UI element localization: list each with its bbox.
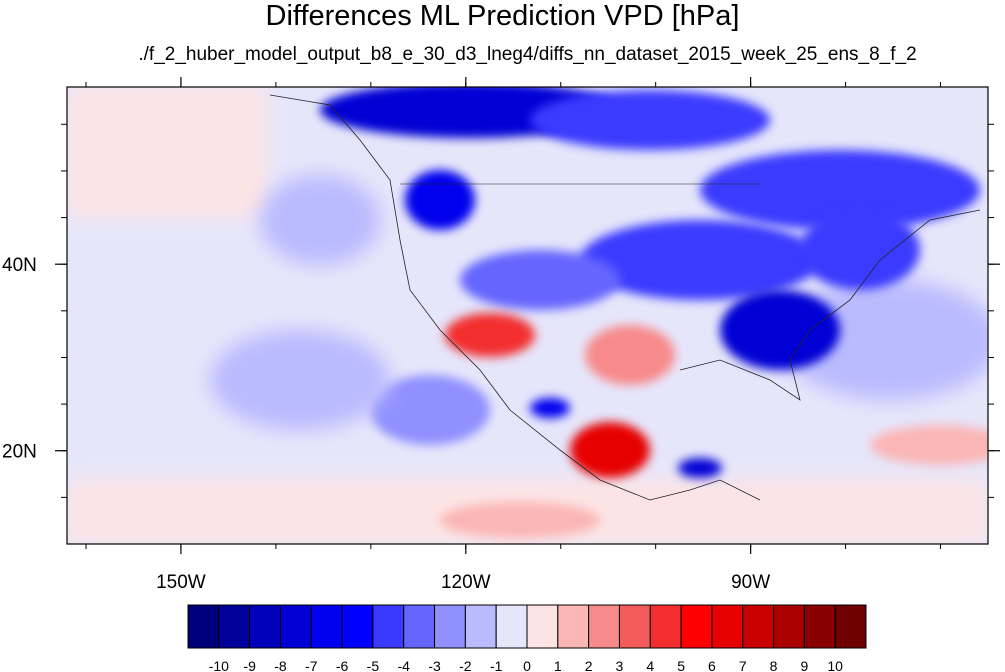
colorbar-label: 2 <box>585 658 593 672</box>
field-texas-red <box>585 325 675 385</box>
field-yucatan-blue <box>678 458 722 478</box>
field-southeast-blue <box>720 290 840 370</box>
colorbar-label: 3 <box>616 658 624 672</box>
field-midwest-blue <box>580 220 820 300</box>
west-coastline <box>269 94 761 501</box>
field-pnw-blue <box>405 170 475 230</box>
colorbar-swatch <box>773 604 805 649</box>
colorbar-label: 7 <box>739 658 747 672</box>
colorbar-swatch <box>711 604 744 649</box>
lon-tick-label: 150W <box>156 572 206 593</box>
colorbar-swatch <box>372 604 405 649</box>
map-frame <box>66 86 989 545</box>
colorbar-swatch <box>803 604 836 649</box>
field-canada-blue-2 <box>530 90 770 150</box>
colorbar-swatch <box>249 604 281 649</box>
colorbar-label: -9 <box>243 658 256 672</box>
colorbar-swatch <box>187 604 220 649</box>
field-baja-blue <box>530 398 570 418</box>
colorbar: -10 -9 -8 -7 -6 -5 -4 -3 -2 -1 0 1 2 3 4 5 6 7 8 9 10 <box>187 604 867 672</box>
colorbar-swatch <box>742 604 775 649</box>
lon-tick-label: 90W <box>731 572 770 593</box>
colorbar-swatch <box>279 604 312 649</box>
colorbar-label: 5 <box>677 658 685 672</box>
colorbar-swatch <box>834 604 867 649</box>
field-atlantic-blue <box>780 280 988 400</box>
colorbar-label: -3 <box>428 658 441 672</box>
field-east-pink <box>870 425 988 465</box>
field-southwest-red <box>445 313 535 357</box>
east-coastline <box>679 209 981 401</box>
field-northwest-pink <box>67 87 267 217</box>
colorbar-swatch <box>495 604 528 649</box>
colorbar-label: 8 <box>770 658 778 672</box>
colorbar-swatch <box>618 604 651 649</box>
colorbar-label: -6 <box>336 658 349 672</box>
colorbar-label: -4 <box>398 658 411 672</box>
colorbar-label: 0 <box>523 658 531 672</box>
field-pacific-blue-2 <box>370 375 490 445</box>
colorbar-label: 6 <box>708 658 716 672</box>
map-subtitle: ./f_2_huber_model_output_b8_e_30_d3_lneg… <box>138 44 917 65</box>
map-field <box>67 87 988 544</box>
colorbar-swatch <box>649 604 682 649</box>
colorbar-swatch <box>218 604 251 649</box>
colorbar-label: -8 <box>274 658 287 672</box>
colorbar-label: -7 <box>305 658 318 672</box>
latitude-axis: 40N 20N <box>2 123 1000 498</box>
colorbar-label: -2 <box>459 658 472 672</box>
colorbar-swatch <box>464 604 497 649</box>
lat-tick-label: 20N <box>2 442 37 463</box>
colorbar-label: 9 <box>800 658 808 672</box>
field-northeast-blue <box>800 210 920 290</box>
colorbar-swatch <box>434 604 466 649</box>
field-pacific-blue-1 <box>260 175 380 265</box>
colorbar-label: 10 <box>827 658 843 672</box>
colorbar-label: -10 <box>209 658 229 672</box>
map-title: Differences ML Prediction VPD [hPa] <box>265 0 740 32</box>
colorbar-swatch <box>341 604 374 649</box>
colorbar-swatch <box>310 604 343 649</box>
colorbar-swatch <box>403 604 436 649</box>
colorbar-swatch <box>588 604 620 649</box>
colorbar-swatch <box>680 604 713 649</box>
field-mexico-red <box>570 422 650 478</box>
field-pacific-blue-3 <box>210 330 390 430</box>
colorbar-swatch <box>526 604 559 649</box>
colorbar-label: -1 <box>490 658 503 672</box>
field-canada-blue-3 <box>700 150 980 230</box>
field-south-pink <box>440 502 600 538</box>
colorbar-label: -5 <box>367 658 380 672</box>
colorbar-swatch <box>557 604 590 649</box>
field-plains-blue <box>460 250 620 310</box>
colorbar-label: 1 <box>554 658 562 672</box>
longitude-axis: 150W 120W 90W <box>85 77 942 593</box>
lat-tick-label: 40N <box>2 255 37 276</box>
colorbar-label: 4 <box>646 658 654 672</box>
lon-tick-label: 120W <box>441 572 491 593</box>
